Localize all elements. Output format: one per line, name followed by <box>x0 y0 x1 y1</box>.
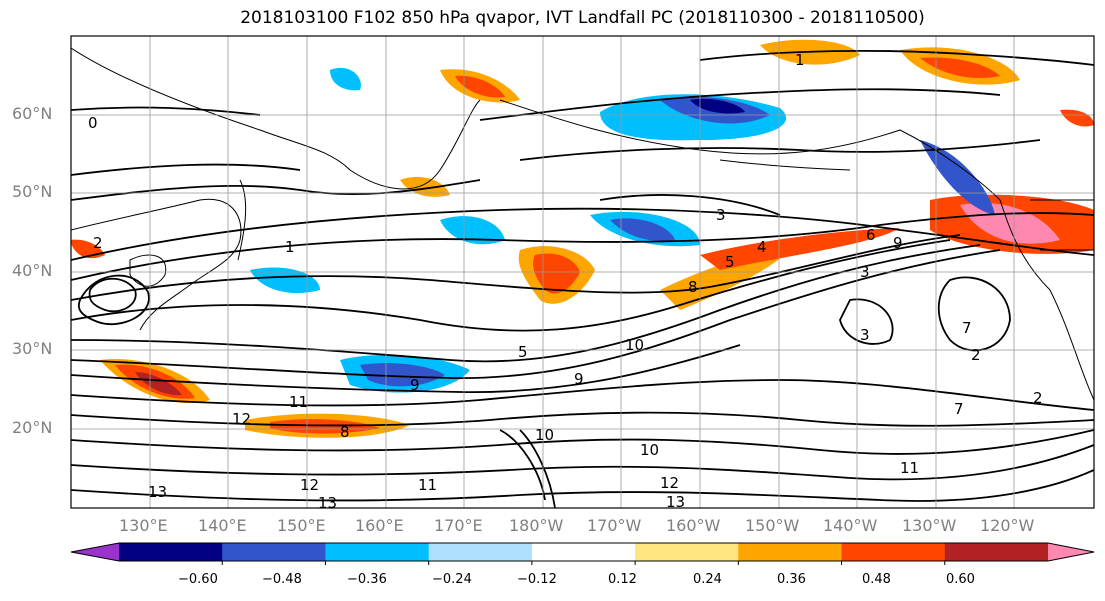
lon-label: 120°W <box>980 516 1035 535</box>
contour-label: 10 <box>640 441 659 459</box>
colorbar-box <box>428 543 533 561</box>
lon-label: 140°W <box>823 516 878 535</box>
colorbar-box <box>222 543 326 561</box>
contour-label: 10 <box>535 426 554 444</box>
contour-label: 4 <box>757 238 767 256</box>
contour-label: 9 <box>574 370 584 388</box>
lon-label: 160°E <box>355 516 404 535</box>
contour-label: 11 <box>900 459 919 477</box>
lon-label: 160°W <box>666 516 721 535</box>
colorbar-box <box>944 543 1049 561</box>
lon-label: 170°W <box>587 516 642 535</box>
lat-label-40n: 40°N <box>12 261 53 280</box>
contour-label: 12 <box>232 410 251 428</box>
contour-label: 3 <box>860 326 870 344</box>
contour-label: 8 <box>340 423 350 441</box>
colorbar-tick-label: 0.12 <box>608 572 637 587</box>
contour-label: 5 <box>518 343 528 361</box>
lon-label: 180°W <box>509 516 564 535</box>
colorbar-box <box>119 543 223 561</box>
contour-label: 0 <box>88 114 98 132</box>
colorbar-tick-label: −0.24 <box>432 572 472 587</box>
colorbar-tick-label: −0.36 <box>347 572 387 587</box>
contour-label: 9 <box>410 376 420 394</box>
colorbar-tick-label: 0.36 <box>777 572 806 587</box>
lon-label: 150°E <box>277 516 326 535</box>
lon-label: 130°W <box>902 516 957 535</box>
lat-label-30n: 30°N <box>12 339 53 358</box>
lon-label: 170°E <box>434 516 483 535</box>
contour-label: 2 <box>971 346 981 364</box>
contour-label: 12 <box>660 474 679 492</box>
contour-label: 1 <box>795 51 805 69</box>
map-frame <box>70 35 1095 509</box>
contour-label: 1 <box>285 238 295 256</box>
contour-label: 12 <box>300 476 319 494</box>
colorbar-tick-label: −0.48 <box>262 572 302 587</box>
lat-label-50n: 50°N <box>12 182 53 201</box>
contour-label: 7 <box>962 319 972 337</box>
colorbar-outline <box>70 542 1095 562</box>
contour-label: 2 <box>93 234 103 252</box>
colorbar-tick-label: −0.12 <box>517 572 557 587</box>
colorbar-tick-label: 0.48 <box>862 572 891 587</box>
contour-lines <box>71 49 1094 508</box>
contour-label: 9 <box>893 234 903 252</box>
colorbar-box <box>738 543 843 561</box>
contour-label: 2 <box>1033 389 1043 407</box>
lon-label: 130°E <box>119 516 168 535</box>
lon-label: 140°E <box>198 516 247 535</box>
contour-label: 11 <box>289 393 308 411</box>
colorbar <box>70 542 1095 565</box>
colorbar-extend-max <box>1048 543 1094 561</box>
contour-label: 3 <box>860 263 870 281</box>
colorbar-tick-label: 0.60 <box>946 572 975 587</box>
contour-label: 13 <box>666 493 685 511</box>
colorbar-tick-label: 0.24 <box>693 572 722 587</box>
contour-label: 6 <box>866 226 876 244</box>
contour-label: 13 <box>148 483 167 501</box>
contour-label: 11 <box>418 476 437 494</box>
contour-label: 13 <box>318 494 337 512</box>
contour-label: 8 <box>688 278 698 296</box>
map-title: 2018103100 F102 850 hPa qvapor, IVT Land… <box>240 8 925 28</box>
contour-label: 7 <box>954 400 964 418</box>
colorbar-box <box>531 543 636 561</box>
contour-label: 10 <box>625 336 644 354</box>
colorbar-tick-label: −0.60 <box>178 572 218 587</box>
gridlines <box>71 36 1094 508</box>
contour-label: 3 <box>716 206 726 224</box>
colorbar-box <box>841 543 946 561</box>
colorbar-extend-min <box>71 543 119 561</box>
contour-label: 5 <box>725 253 735 271</box>
lat-label-20n: 20°N <box>12 418 53 437</box>
lon-label: 150°W <box>745 516 800 535</box>
colorbar-box <box>635 543 739 561</box>
colorbar-box <box>325 543 430 561</box>
lat-label-60n: 60°N <box>12 104 53 123</box>
contour-label-layer: 1 0 2 1 3 4 5 6 8 9 10 11 12 13 7 2 3 5 … <box>88 51 1043 512</box>
